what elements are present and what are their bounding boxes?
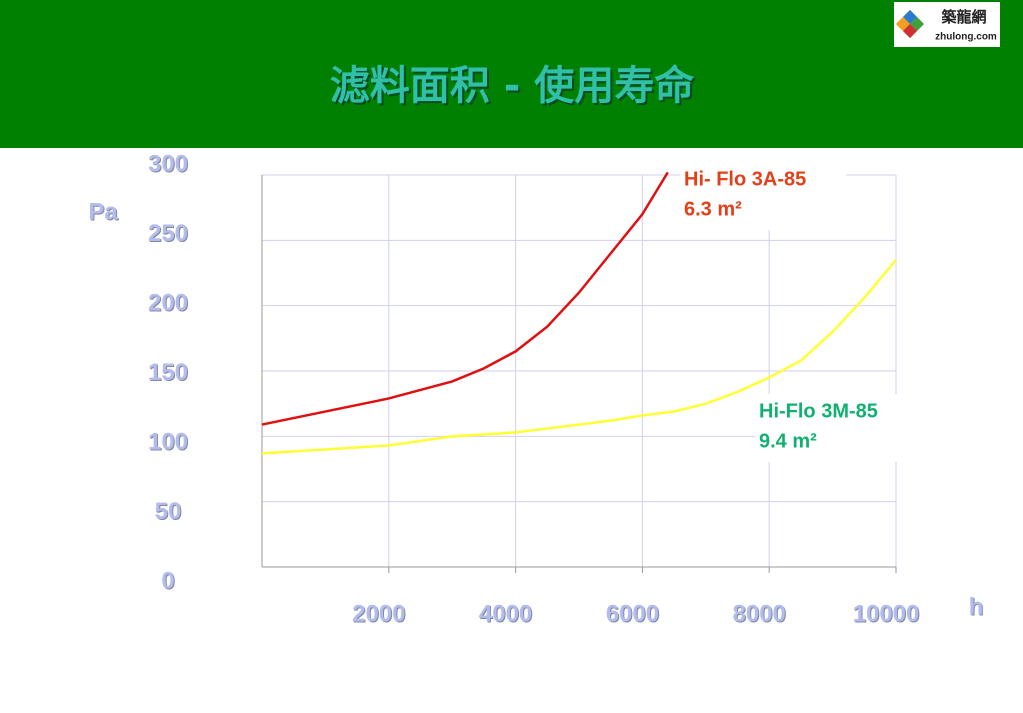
y-tick-label: 300 (148, 150, 188, 177)
y-tick-label: 50 (155, 498, 182, 525)
series-area: 6.3 m² (684, 198, 742, 220)
y-tick-label: 150 (148, 359, 188, 386)
x-tick-label: 4000 (479, 600, 532, 627)
logo-icon (895, 9, 925, 39)
x-tick-label: 8000 (733, 600, 786, 627)
annotation-bg (680, 162, 846, 230)
logo-site: zhulong.com (935, 32, 997, 43)
series-name: Hi- Flo 3A-85 (684, 168, 806, 190)
y-tick-label: 0 (161, 567, 174, 594)
y-tick-label: 250 (148, 220, 188, 247)
series-line (261, 259, 897, 455)
annotation-bg (755, 394, 921, 462)
series-line (261, 171, 669, 426)
y-tick-label: 200 (148, 289, 188, 316)
series-area: 9.4 m² (759, 430, 817, 452)
chart-title: 滤料面积 - 使用寿命 (330, 63, 694, 109)
x-axis-label: h (969, 593, 984, 620)
header-band (0, 0, 1023, 148)
x-tick-label: 2000 (352, 600, 405, 627)
series-name: Hi-Flo 3M-85 (759, 400, 878, 422)
logo-name: 築龍網 (940, 8, 986, 26)
y-axis-label: Pa (88, 198, 118, 225)
x-tick-label: 10000 (853, 600, 920, 627)
y-tick-label: 100 (148, 428, 188, 455)
x-tick-label: 6000 (606, 600, 659, 627)
